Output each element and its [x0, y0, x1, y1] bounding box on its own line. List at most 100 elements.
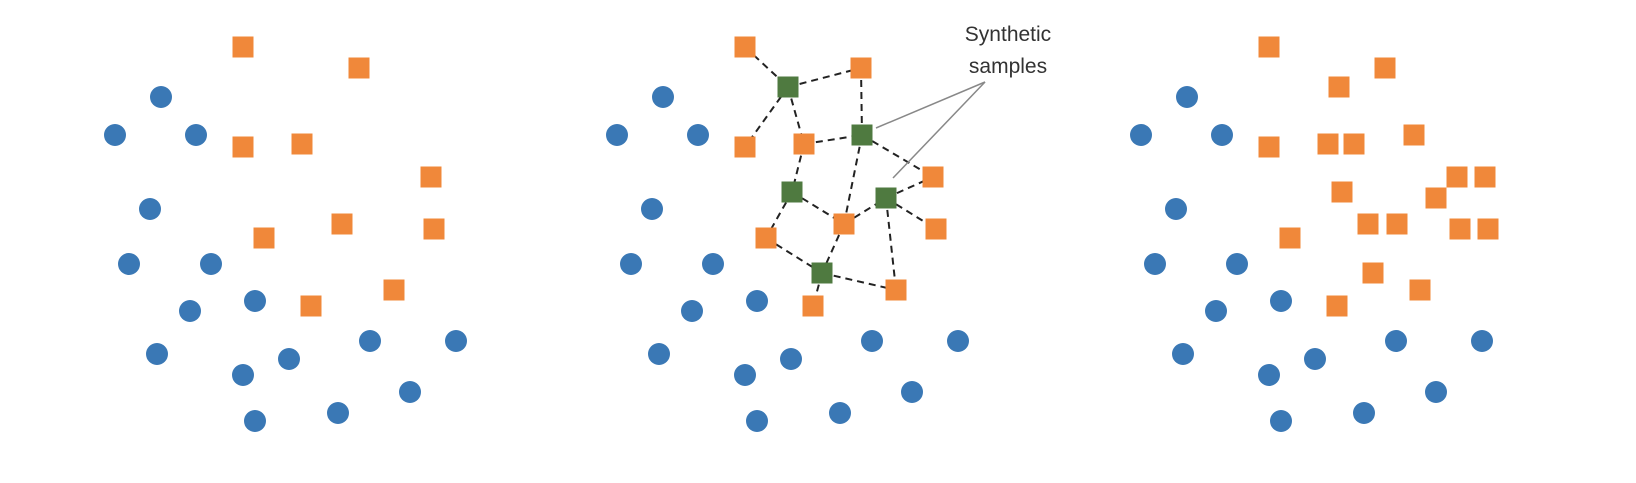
- majority-point: [901, 381, 923, 403]
- majority-point: [829, 402, 851, 424]
- majority-point: [687, 124, 709, 146]
- majority-point: [641, 198, 663, 220]
- majority-point: [232, 364, 254, 386]
- majority-point: [139, 198, 161, 220]
- panel-smote-interpolation: [606, 36, 969, 432]
- majority-point: [746, 410, 768, 432]
- oversampled-point: [1474, 166, 1496, 188]
- majority-point: [118, 253, 140, 275]
- interpolation-edge: [861, 134, 934, 178]
- majority-point: [1425, 381, 1447, 403]
- majority-point: [146, 343, 168, 365]
- majority-point: [244, 410, 266, 432]
- synthetic-point: [777, 76, 799, 98]
- majority-point: [1172, 343, 1194, 365]
- oversampled-point: [1328, 76, 1350, 98]
- minority-point: [925, 218, 947, 240]
- majority-point: [681, 300, 703, 322]
- callout-line: [875, 81, 986, 129]
- oversampled-point: [1477, 218, 1499, 240]
- synthetic-point: [781, 181, 803, 203]
- majority-point: [1270, 410, 1292, 432]
- minority-point: [1258, 36, 1280, 58]
- minority-point: [1409, 279, 1431, 301]
- minority-point: [850, 57, 872, 79]
- interpolation-edge: [821, 272, 897, 291]
- minority-point: [253, 227, 275, 249]
- majority-point: [734, 364, 756, 386]
- interpolation-edge: [885, 197, 897, 291]
- minority-point: [922, 166, 944, 188]
- minority-point: [734, 136, 756, 158]
- annotation-label-line2: samples: [969, 55, 1047, 78]
- oversampled-point: [1362, 262, 1384, 284]
- majority-point: [606, 124, 628, 146]
- majority-point: [947, 330, 969, 352]
- majority-point: [1471, 330, 1493, 352]
- majority-point: [1270, 290, 1292, 312]
- interpolation-edges: [744, 46, 937, 307]
- majority-point: [1130, 124, 1152, 146]
- majority-point: [861, 330, 883, 352]
- majority-point: [1211, 124, 1233, 146]
- minority-point: [383, 279, 405, 301]
- minority-point: [291, 133, 313, 155]
- minority-point: [802, 295, 824, 317]
- majority-point: [1385, 330, 1407, 352]
- majority-point: [150, 86, 172, 108]
- minority-point: [232, 36, 254, 58]
- minority-point: [1317, 133, 1339, 155]
- minority-point: [734, 36, 756, 58]
- minority-point: [885, 279, 907, 301]
- panel-original-data: [104, 36, 467, 432]
- majority-point: [648, 343, 670, 365]
- minority-point: [300, 295, 322, 317]
- callout-line: [892, 81, 986, 179]
- interpolation-edge: [821, 223, 845, 274]
- minority-point: [1449, 218, 1471, 240]
- oversampled-point: [1331, 181, 1353, 203]
- majority-point: [620, 253, 642, 275]
- synthetic-point: [851, 124, 873, 146]
- majority-point: [179, 300, 201, 322]
- panel-oversampled-data: [1130, 36, 1499, 432]
- minority-point: [232, 136, 254, 158]
- minority-point: [833, 213, 855, 235]
- majority-point: [244, 290, 266, 312]
- majority-point: [1353, 402, 1375, 424]
- majority-point: [780, 348, 802, 370]
- majority-point: [185, 124, 207, 146]
- oversampled-point: [1425, 187, 1447, 209]
- minority-point: [1279, 227, 1301, 249]
- majority-point: [1205, 300, 1227, 322]
- synthetic-point: [811, 262, 833, 284]
- majority-point: [746, 290, 768, 312]
- minority-point: [423, 218, 445, 240]
- minority-point: [331, 213, 353, 235]
- oversampled-point: [1386, 213, 1408, 235]
- interpolation-edge: [765, 191, 793, 239]
- minority-point: [348, 57, 370, 79]
- majority-point: [1165, 198, 1187, 220]
- majority-point: [1144, 253, 1166, 275]
- majority-point: [399, 381, 421, 403]
- majority-point: [702, 253, 724, 275]
- minority-point: [1446, 166, 1468, 188]
- majority-point: [200, 253, 222, 275]
- majority-point: [1258, 364, 1280, 386]
- minority-point: [1326, 295, 1348, 317]
- minority-point: [1258, 136, 1280, 158]
- majority-point: [445, 330, 467, 352]
- majority-point: [104, 124, 126, 146]
- minority-point: [1357, 213, 1379, 235]
- interpolation-edge: [843, 134, 863, 225]
- majority-point: [327, 402, 349, 424]
- majority-point: [359, 330, 381, 352]
- majority-point: [652, 86, 674, 108]
- annotation-label-line1: Synthetic: [965, 23, 1051, 46]
- majority-point: [278, 348, 300, 370]
- oversampled-point: [1403, 124, 1425, 146]
- majority-point: [1226, 253, 1248, 275]
